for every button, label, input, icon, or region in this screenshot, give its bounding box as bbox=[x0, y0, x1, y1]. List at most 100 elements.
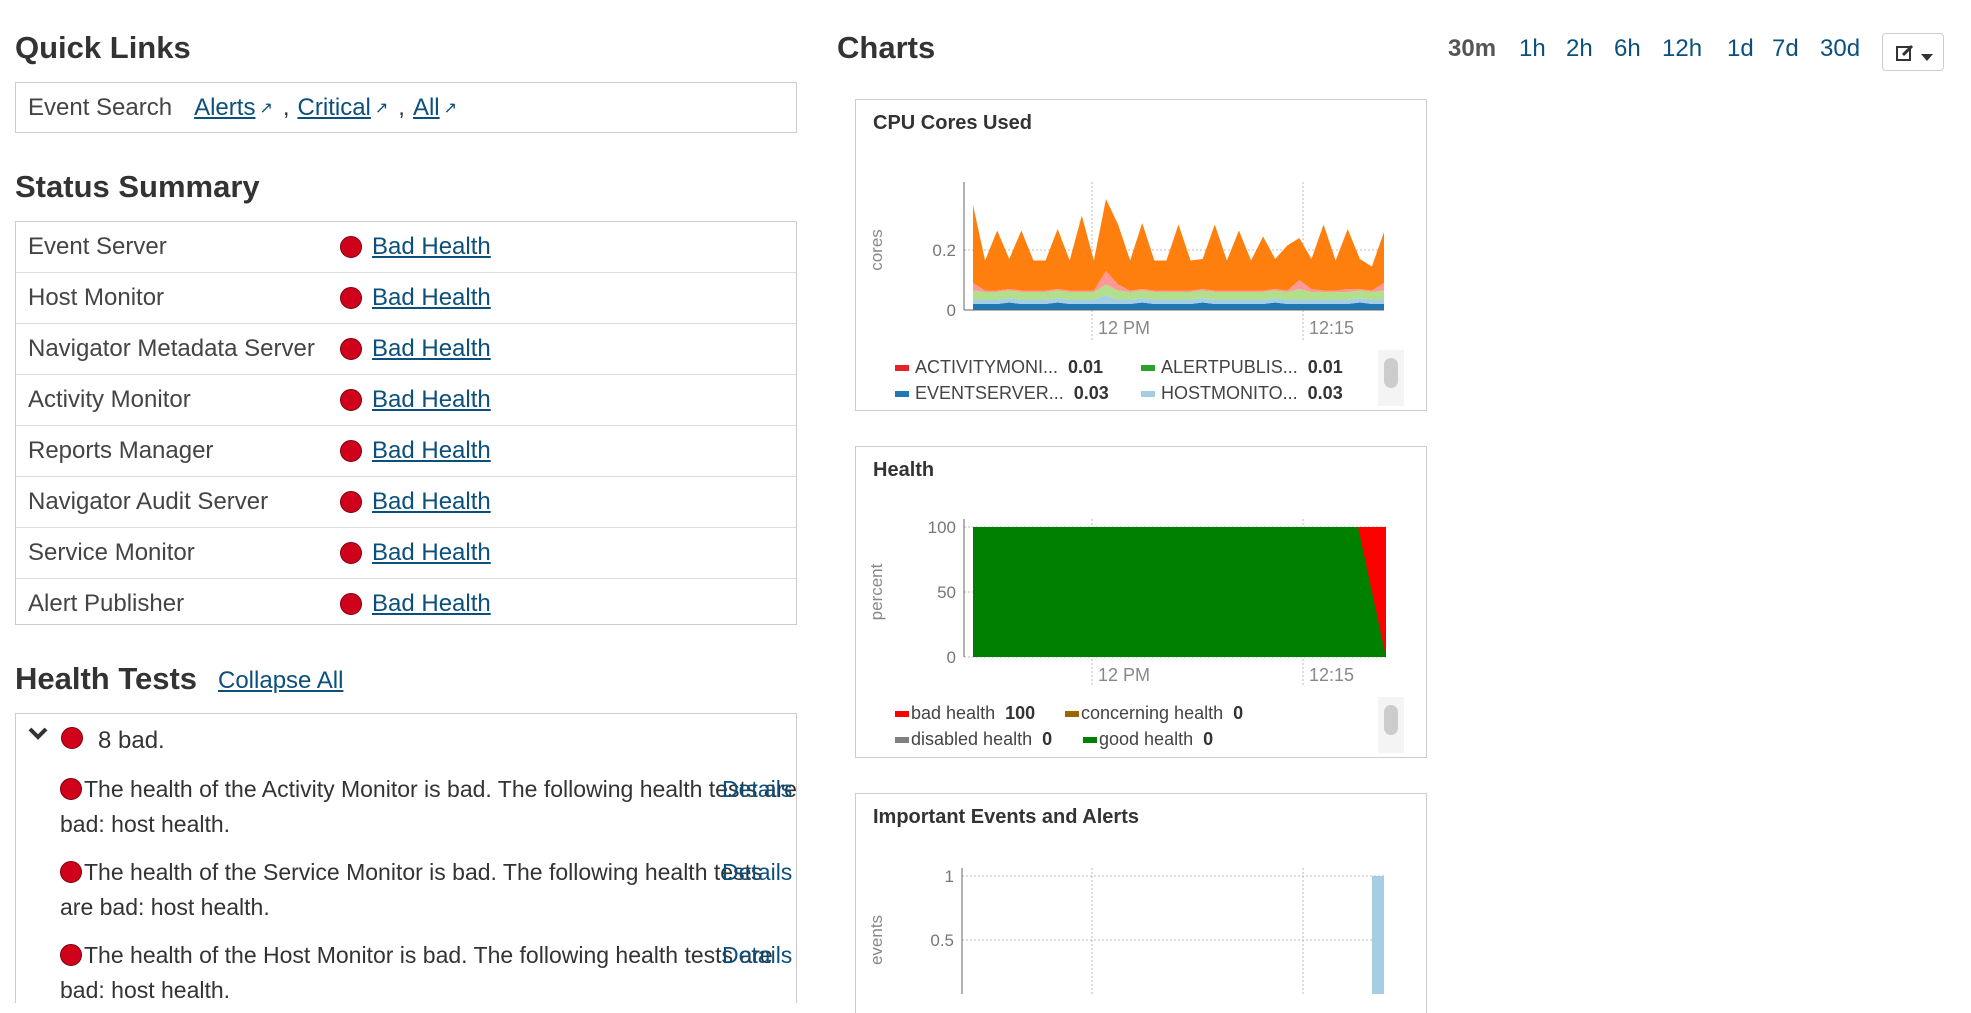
legend-item[interactable]: EVENTSERVER... 0.03 bbox=[895, 383, 1109, 404]
bad-health-link[interactable]: Bad Health bbox=[372, 539, 491, 566]
legend-value: 0 bbox=[1203, 729, 1214, 749]
legend-item[interactable]: HOSTMONITO... 0.03 bbox=[1141, 383, 1343, 404]
details-link[interactable]: Details bbox=[722, 776, 793, 802]
status-summary-table: Event Server Bad Health Host Monitor Bad H… bbox=[15, 221, 797, 625]
service-name: Navigator Audit Server bbox=[28, 488, 269, 515]
health-chart-panel: Health 0 50 100 12 PM 12:15 percent bad healt… bbox=[855, 446, 1427, 758]
legend-swatch bbox=[895, 365, 909, 372]
table-row: Activity Monitor Bad Health bbox=[16, 375, 796, 426]
legend-swatch bbox=[1141, 365, 1155, 372]
health-test-text: The health of the Host Monitor is bad. T… bbox=[60, 942, 773, 1003]
range-30m[interactable]: 30m bbox=[1448, 35, 1497, 62]
range-6h[interactable]: 6h bbox=[1614, 35, 1641, 62]
bad-health-link[interactable]: Bad Health bbox=[372, 284, 491, 311]
legend-label: ACTIVITYMONI... bbox=[915, 357, 1059, 377]
legend-swatch bbox=[1065, 711, 1079, 718]
collapse-all-link[interactable]: Collapse All bbox=[218, 667, 344, 694]
area-series bbox=[973, 527, 1386, 657]
bad-health-icon bbox=[340, 389, 362, 411]
bad-health-link[interactable]: Bad Health bbox=[372, 386, 491, 413]
legend-item[interactable]: concerning health 0 bbox=[1065, 703, 1243, 724]
bad-health-icon bbox=[340, 593, 362, 615]
y-tick-label: 0 bbox=[947, 648, 956, 667]
area-series bbox=[973, 199, 1384, 291]
legend-swatch bbox=[895, 711, 909, 718]
table-row: Reports Manager Bad Health bbox=[16, 426, 796, 477]
legend-label: disabled health bbox=[911, 729, 1033, 749]
range-30d[interactable]: 30d bbox=[1820, 35, 1861, 62]
range-1h[interactable]: 1h bbox=[1519, 35, 1546, 62]
bad-health-icon bbox=[340, 287, 362, 309]
table-row: Service Monitor Bad Health bbox=[16, 528, 796, 579]
legend-label: ALERTPUBLIS... bbox=[1161, 357, 1298, 377]
service-name: Navigator Metadata Server bbox=[28, 335, 315, 362]
range-1d[interactable]: 1d bbox=[1727, 35, 1754, 62]
details-link[interactable]: Details bbox=[722, 942, 793, 968]
bad-health-icon bbox=[60, 778, 82, 800]
y-tick-label: 100 bbox=[928, 518, 956, 537]
table-row: Alert Publisher Bad Health bbox=[16, 579, 796, 629]
x-tick-label: 12:15 bbox=[1309, 665, 1354, 685]
chart-title: Health bbox=[873, 459, 935, 481]
legend-item[interactable]: disabled health 0 bbox=[895, 729, 1052, 750]
table-row: Navigator Metadata Server Bad Health bbox=[16, 324, 796, 375]
y-axis-label: events bbox=[867, 915, 886, 965]
health-tests-box: 8 bad. The health of the Activity Monito… bbox=[15, 713, 797, 1003]
legend-item[interactable]: bad health 100 bbox=[895, 703, 1035, 724]
bad-health-link[interactable]: Bad Health bbox=[372, 233, 491, 260]
x-tick-label: 12 PM bbox=[1098, 665, 1150, 685]
legend-label: good health bbox=[1099, 729, 1194, 749]
service-name: Alert Publisher bbox=[28, 590, 185, 617]
health-tests-heading: Health Tests bbox=[15, 661, 198, 696]
health-chart: 0 50 100 12 PM 12:15 percent bbox=[867, 518, 1386, 687]
link-separator: , bbox=[282, 93, 290, 121]
all-link[interactable]: All bbox=[412, 93, 440, 121]
legend-label: EVENTSERVER... bbox=[915, 383, 1064, 403]
health-test-text: The health of the Service Monitor is bad… bbox=[60, 859, 763, 920]
legend-scrollbar[interactable] bbox=[1384, 705, 1398, 735]
table-row: Host Monitor Bad Health bbox=[16, 273, 796, 324]
bad-health-icon bbox=[61, 727, 83, 749]
legend-value: 0.03 bbox=[1307, 383, 1343, 403]
legend-item[interactable]: ACTIVITYMONI... 0.01 bbox=[895, 357, 1103, 378]
details-link[interactable]: Details bbox=[722, 859, 793, 885]
chart-title: CPU Cores Used bbox=[873, 112, 1032, 134]
status-summary-heading: Status Summary bbox=[15, 169, 260, 204]
y-axis-label: percent bbox=[867, 563, 886, 620]
service-name: Service Monitor bbox=[28, 539, 195, 566]
legend-value: 0 bbox=[1233, 703, 1244, 723]
legend-swatch bbox=[895, 391, 909, 398]
y-tick-label: 1 bbox=[945, 867, 954, 886]
legend-label: bad health bbox=[911, 703, 996, 723]
link-separator: , bbox=[398, 93, 405, 121]
range-2h[interactable]: 2h bbox=[1566, 35, 1593, 62]
y-tick-label: 0.5 bbox=[930, 931, 954, 950]
y-axis-label: cores bbox=[867, 229, 886, 271]
bar bbox=[1372, 876, 1384, 994]
legend-scrollbar[interactable] bbox=[1384, 358, 1398, 388]
critical-link[interactable]: Critical bbox=[297, 93, 371, 121]
legend-swatch bbox=[1141, 391, 1155, 398]
list-item: The health of the Service Monitor is bad… bbox=[60, 855, 800, 925]
legend-item[interactable]: good health 0 bbox=[1083, 729, 1213, 750]
x-tick-label: 12 PM bbox=[1098, 318, 1150, 338]
bad-health-icon bbox=[340, 236, 362, 258]
range-7d[interactable]: 7d bbox=[1772, 35, 1799, 62]
service-name: Activity Monitor bbox=[28, 386, 191, 413]
alerts-link[interactable]: Alerts bbox=[194, 93, 256, 121]
legend-item[interactable]: ALERTPUBLIS... 0.01 bbox=[1141, 357, 1343, 378]
bad-health-link[interactable]: Bad Health bbox=[372, 437, 491, 464]
bad-health-link[interactable]: Bad Health bbox=[372, 488, 491, 515]
area-series bbox=[1358, 527, 1386, 657]
chevron-down-icon[interactable] bbox=[28, 726, 48, 747]
legend-value: 0.01 bbox=[1307, 357, 1343, 377]
legend-value: 0.03 bbox=[1073, 383, 1109, 403]
range-12h[interactable]: 12h bbox=[1662, 35, 1703, 62]
table-row: Navigator Audit Server Bad Health bbox=[16, 477, 796, 528]
service-name: Event Server bbox=[28, 233, 167, 260]
y-tick-label: 0.2 bbox=[932, 241, 956, 260]
y-tick-label: 0 bbox=[947, 301, 956, 320]
bad-health-link[interactable]: Bad Health bbox=[372, 335, 491, 362]
bad-health-link[interactable]: Bad Health bbox=[372, 590, 491, 617]
edit-dropdown-button[interactable] bbox=[1882, 33, 1944, 71]
